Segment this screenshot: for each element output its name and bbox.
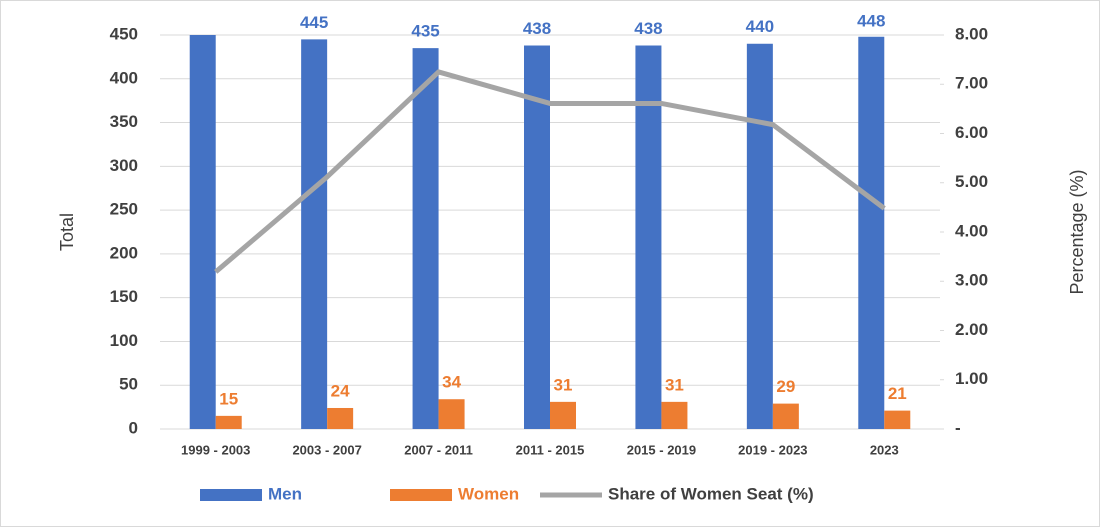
y-axis-label: Total — [57, 213, 77, 251]
data-label: 440 — [746, 17, 774, 36]
data-label: 448 — [857, 11, 885, 30]
bar — [327, 407, 354, 429]
x-tick-label: 1999 - 2003 — [181, 442, 250, 457]
y-tick-label: 50 — [119, 375, 138, 394]
x-tick-label: 2023 — [870, 442, 899, 457]
y2-tick-label: 8.00 — [955, 24, 988, 43]
y2-tick-label: 4.00 — [955, 221, 988, 240]
data-label: 31 — [665, 375, 684, 394]
y2-tick-label: 2.00 — [955, 320, 988, 339]
y-tick-label: 400 — [110, 68, 138, 87]
bar — [215, 415, 242, 429]
legend-label: Share of Women Seat (%) — [608, 484, 814, 503]
data-label: 21 — [888, 384, 907, 403]
y2-tick-label: 1.00 — [955, 369, 988, 388]
bar — [884, 410, 911, 429]
data-label: 445 — [300, 13, 328, 32]
legend-label: Women — [458, 484, 519, 503]
bar — [635, 45, 662, 430]
y-tick-label: 200 — [110, 243, 138, 262]
data-label: 438 — [523, 19, 551, 38]
bar — [858, 36, 885, 430]
legend-label: Men — [268, 484, 302, 503]
x-tick-label: 2019 - 2023 — [738, 442, 807, 457]
y-tick-label: 100 — [110, 331, 138, 350]
data-label: 34 — [442, 373, 461, 392]
y2-tick-label: 6.00 — [955, 123, 988, 142]
line — [214, 69, 886, 274]
y-tick-label: 150 — [110, 287, 138, 306]
legend-swatch — [390, 489, 452, 501]
y-tick-label: 300 — [110, 156, 138, 175]
data-label: 31 — [554, 375, 573, 394]
y2-tick-label: 3.00 — [955, 271, 988, 290]
legend-swatch — [200, 489, 262, 501]
x-tick-label: 2003 - 2007 — [292, 442, 361, 457]
data-label: 15 — [219, 389, 238, 408]
bar — [550, 401, 576, 429]
y-tick-label: 0 — [129, 418, 138, 437]
bar — [524, 45, 550, 430]
y-tick-label: 250 — [110, 200, 138, 219]
data-label: 29 — [776, 377, 795, 396]
y2-tick-label: 7.00 — [955, 74, 988, 93]
y-tick-label: 450 — [110, 24, 138, 43]
bar — [189, 35, 216, 429]
y-tick-label: 350 — [110, 112, 138, 131]
data-label: 438 — [634, 19, 662, 38]
x-tick-label: 2007 - 2011 — [404, 442, 473, 457]
bar — [301, 39, 328, 429]
x-tick-label: 2015 - 2019 — [627, 442, 696, 457]
bar — [412, 48, 439, 430]
y2-axis-label: Percentage (%) — [1067, 169, 1087, 294]
y2-tick-label: - — [955, 418, 961, 437]
bar — [438, 399, 465, 429]
bar — [772, 403, 799, 429]
data-label: 24 — [331, 381, 350, 400]
data-label: 435 — [411, 22, 439, 41]
bar — [661, 401, 688, 429]
x-tick-label: 2011 - 2015 — [516, 442, 585, 457]
bar — [746, 43, 773, 429]
y2-tick-label: 5.00 — [955, 172, 988, 191]
